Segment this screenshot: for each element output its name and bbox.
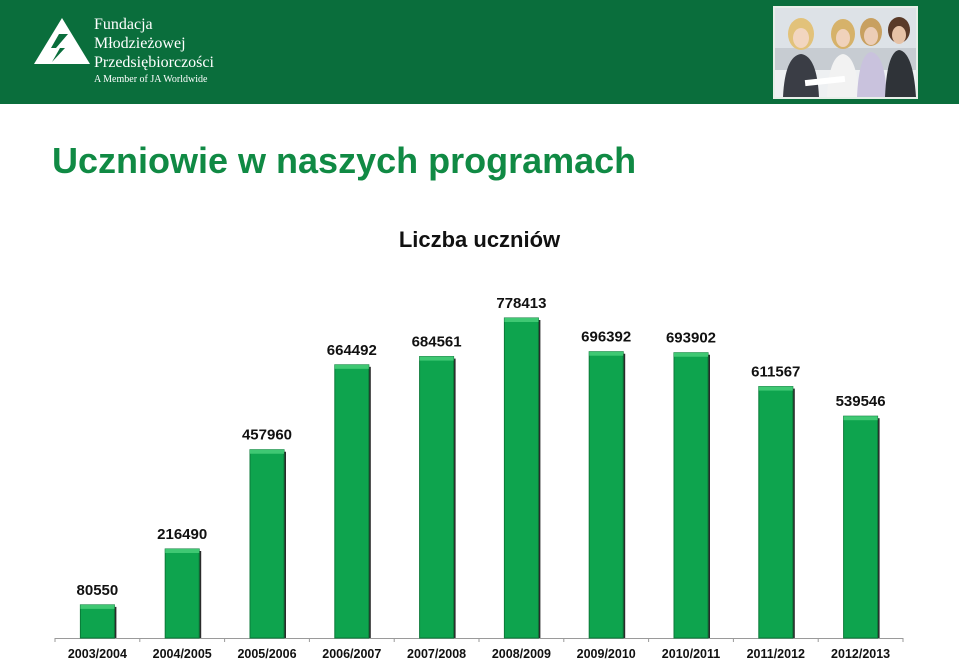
page-title: Uczniowie w naszych programach (52, 140, 637, 181)
bar-2010/2011 (673, 352, 709, 639)
org-tagline: A Member of JA Worldwide (94, 74, 208, 85)
x-tick-label: 2004/2005 (153, 647, 212, 660)
x-tick-label: 2009/2010 (577, 647, 636, 660)
bar-highlight (334, 364, 369, 369)
bar-2008/2009 (503, 317, 539, 639)
x-tick-label: 2011/2012 (747, 647, 805, 660)
data-label: 778413 (496, 295, 546, 312)
bar-highlight (250, 449, 284, 454)
x-tick-label: 2008/2009 (492, 647, 551, 660)
triangle-logo-icon (34, 18, 90, 64)
data-label: 696392 (581, 329, 631, 346)
bar-highlight (504, 318, 539, 322)
data-label: 693902 (666, 330, 716, 347)
chart-title: Liczba uczniów (398, 227, 561, 252)
x-tick-label: 2005/2006 (237, 647, 296, 660)
header-banner: Fundacja Młodzieżowej Przedsiębiorczości… (0, 0, 959, 104)
students-photo (773, 6, 918, 99)
bar-highlight (589, 351, 624, 356)
bar-2011/2012 (758, 386, 794, 639)
org-name-line3: Przedsiębiorczości (94, 54, 214, 71)
x-tick-label: 2006/2007 (322, 647, 381, 660)
bar-highlight (165, 549, 200, 554)
bar-2005/2006 (249, 449, 285, 639)
bar-2012/2013 (843, 415, 879, 639)
bars-layer: 80550 2003/2004 216490 2004/2005 457960 2005/… (54, 295, 904, 660)
x-tick-label: 2007/2008 (407, 647, 466, 660)
x-tick-label: 2003/2004 (68, 647, 127, 660)
data-label: 457960 (242, 427, 292, 444)
bar-highlight (674, 352, 708, 357)
bar-highlight (419, 356, 454, 361)
data-label: 216490 (157, 526, 207, 543)
data-label: 684561 (412, 334, 462, 351)
org-name-line2: Młodzieżowej (94, 35, 186, 52)
data-label: 539546 (836, 393, 886, 410)
x-tick-label: 2010/2011 (662, 647, 720, 660)
bar-2007/2008 (419, 356, 455, 639)
x-tick-label: 2012/2013 (831, 647, 890, 660)
data-label: 664492 (327, 342, 377, 359)
bar-2003/2004 (79, 604, 115, 639)
bar-2004/2005 (164, 548, 200, 639)
data-label: 611567 (751, 364, 800, 381)
bar-highlight (80, 604, 115, 609)
organization-logo-text: Fundacja Młodzieżowej Przedsiębiorczości… (94, 15, 214, 86)
data-label: 80550 (77, 582, 119, 599)
bar-highlight (843, 416, 878, 421)
bar-2009/2010 (588, 351, 624, 639)
bar-highlight (758, 386, 793, 391)
org-name-line1: Fundacja (94, 16, 153, 33)
bar-2006/2007 (334, 364, 370, 639)
